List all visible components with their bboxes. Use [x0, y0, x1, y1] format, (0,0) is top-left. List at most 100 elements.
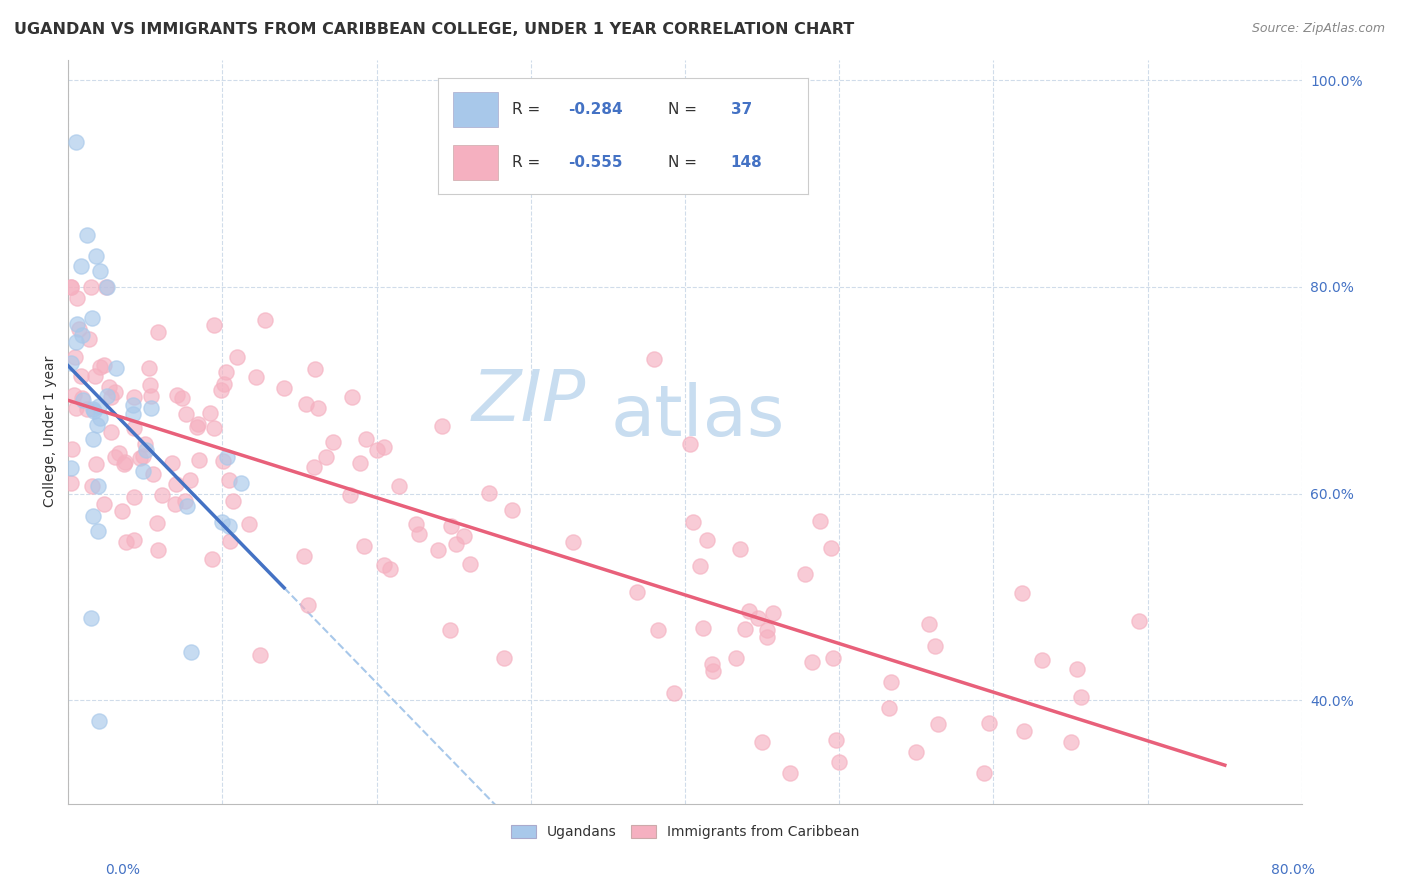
Point [880, 675, 903, 690]
Point [70, 327, 93, 342]
Point [295, 397, 318, 411]
Point [135, 442, 157, 457]
Point [217, 450, 239, 465]
Point [176, 500, 198, 514]
Point [93, 497, 115, 511]
Point [738, 604, 761, 618]
Point [76, 228, 98, 243]
Point [97, 379, 120, 393]
Point [793, 566, 815, 581]
Point [679, 437, 702, 451]
Point [1070, 690, 1092, 704]
Point [165, 497, 187, 511]
Point [186, 420, 208, 434]
Point [808, 515, 831, 529]
Point [60, 280, 83, 294]
Point [751, 734, 773, 748]
Point [124, 390, 146, 404]
Point [1011, 586, 1033, 600]
Point [89, 410, 111, 425]
Point [373, 558, 395, 572]
Point [977, 716, 1000, 731]
Point [66, 291, 89, 305]
Point [1066, 662, 1088, 676]
Text: atlas: atlas [612, 383, 786, 451]
Point [211, 454, 233, 468]
Point [138, 360, 160, 375]
Point [226, 350, 249, 364]
Point [80, 610, 103, 624]
Point [89, 263, 111, 277]
Point [905, 745, 928, 759]
Point [89, 359, 111, 374]
Point [724, 651, 747, 665]
Point [647, 624, 669, 638]
Point [84, 249, 107, 263]
Point [458, 557, 481, 571]
Point [165, 477, 187, 491]
Point [132, 449, 155, 463]
Point [342, 390, 364, 404]
Point [174, 407, 197, 421]
Point [67, 321, 90, 335]
Point [728, 541, 751, 556]
Point [100, 425, 122, 439]
Point [218, 534, 240, 549]
Point [756, 623, 779, 637]
Point [87, 479, 110, 493]
Point [146, 542, 169, 557]
Point [322, 434, 344, 449]
Point [494, 651, 516, 665]
Point [356, 432, 378, 446]
Point [702, 664, 724, 678]
Point [439, 623, 461, 637]
Point [273, 381, 295, 395]
Point [60, 442, 83, 456]
Point [62, 388, 84, 402]
Legend: Ugandans, Immigrants from Caribbean: Ugandans, Immigrants from Caribbean [505, 820, 865, 845]
Point [366, 443, 388, 458]
Point [82, 432, 104, 446]
Point [249, 648, 271, 662]
Point [87, 714, 110, 728]
Point [202, 421, 225, 435]
Point [70, 391, 93, 405]
Point [187, 453, 209, 467]
Point [172, 391, 194, 405]
Point [122, 490, 145, 504]
Point [79, 280, 101, 294]
Point [297, 599, 319, 613]
Point [103, 384, 125, 399]
Point [142, 467, 165, 481]
Point [756, 630, 779, 644]
Point [166, 388, 188, 402]
Point [238, 517, 260, 532]
Y-axis label: College, Under 1 year: College, Under 1 year [44, 356, 58, 508]
Point [129, 451, 152, 466]
Point [440, 518, 463, 533]
Point [198, 406, 221, 420]
Point [96, 389, 118, 403]
Text: UGANDAN VS IMMIGRANTS FROM CARIBBEAN COLLEGE, UNDER 1 YEAR CORRELATION CHART: UGANDAN VS IMMIGRANTS FROM CARIBBEAN COL… [14, 22, 855, 37]
Point [146, 326, 169, 340]
Point [444, 537, 467, 551]
Text: 0.0%: 0.0% [105, 863, 141, 877]
Point [80, 311, 103, 326]
Point [924, 639, 946, 653]
Point [779, 765, 801, 780]
Point [93, 358, 115, 372]
Point [825, 733, 848, 747]
Point [1059, 734, 1081, 748]
Point [69, 260, 91, 274]
Point [1031, 653, 1053, 667]
Point [112, 457, 135, 471]
Point [388, 479, 411, 493]
Point [762, 606, 785, 620]
Point [179, 473, 201, 487]
Point [692, 621, 714, 635]
Point [453, 529, 475, 543]
Point [292, 549, 315, 563]
Point [221, 493, 243, 508]
Point [150, 488, 173, 502]
Point [122, 398, 145, 412]
